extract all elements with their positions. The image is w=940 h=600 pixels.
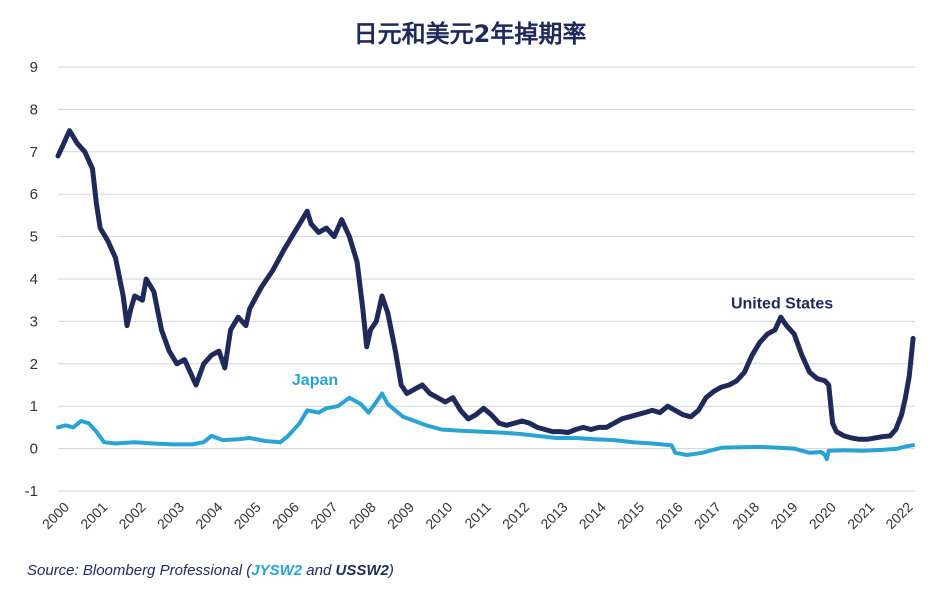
label-united-states: United States (731, 296, 833, 313)
series-line-united-states (55, 128, 916, 442)
x-tick-label: 2007 (307, 499, 340, 532)
x-tick-label: 2015 (614, 499, 647, 532)
y-tick-label: 0 (30, 441, 38, 458)
series-annotations: United States Japan (292, 296, 833, 389)
x-tick-label: 2002 (115, 499, 148, 532)
y-tick-label: 8 (30, 101, 38, 118)
y-tick-label: 9 (30, 59, 38, 76)
y-tick-label: 4 (30, 271, 38, 288)
x-tick-label: 2014 (576, 499, 609, 532)
source-note: Source: Bloomberg Professional (JYSW2 an… (27, 562, 394, 579)
x-tick-label: 2003 (154, 499, 187, 532)
x-tick-label: 2019 (767, 499, 800, 532)
x-tick-label: 2000 (39, 499, 72, 532)
y-tick-label: -1 (25, 483, 38, 500)
series-line-japan (56, 391, 916, 462)
x-tick-label: 2010 (422, 499, 455, 532)
x-tick-label: 2022 (882, 499, 915, 532)
x-axis-ticks: 2000 2001 2002 2003 2004 2005 2006 2007 2008 2009… (39, 499, 916, 532)
x-tick-label: 2011 (461, 499, 494, 532)
source-code-japan: JYSW2 (251, 562, 303, 579)
gridlines (58, 66, 915, 492)
x-tick-label: 2012 (499, 499, 532, 532)
y-axis-ticks: 9 8 7 6 5 4 3 2 1 0 -1 (25, 59, 38, 500)
x-tick-label: 2008 (346, 499, 379, 532)
x-tick-label: 2006 (269, 499, 302, 532)
source-code-us: USSW2 (335, 562, 389, 579)
x-tick-label: 2017 (691, 499, 724, 532)
x-tick-label: 2009 (384, 499, 417, 532)
x-tick-label: 2005 (230, 499, 263, 532)
y-tick-label: 3 (30, 313, 38, 330)
y-tick-label: 7 (30, 144, 38, 161)
y-tick-label: 2 (30, 356, 38, 373)
x-tick-label: 2004 (192, 499, 225, 532)
x-tick-label: 2013 (537, 499, 570, 532)
source-suffix: ) (388, 562, 394, 579)
x-tick-label: 2021 (844, 499, 877, 532)
x-tick-label: 2001 (77, 499, 110, 532)
chart-title: 日元和美元2年掉期率 (353, 20, 587, 48)
y-tick-label: 6 (30, 186, 38, 203)
source-middle: and (302, 562, 336, 579)
series-lines (55, 128, 916, 462)
y-tick-label: 5 (30, 229, 38, 246)
x-tick-label: 2020 (806, 499, 839, 532)
y-tick-label: 1 (30, 398, 38, 415)
x-tick-label: 2016 (652, 499, 685, 532)
label-japan: Japan (292, 372, 338, 389)
x-tick-label: 2018 (729, 499, 762, 532)
source-prefix: Source: Bloomberg Professional ( (27, 562, 252, 579)
